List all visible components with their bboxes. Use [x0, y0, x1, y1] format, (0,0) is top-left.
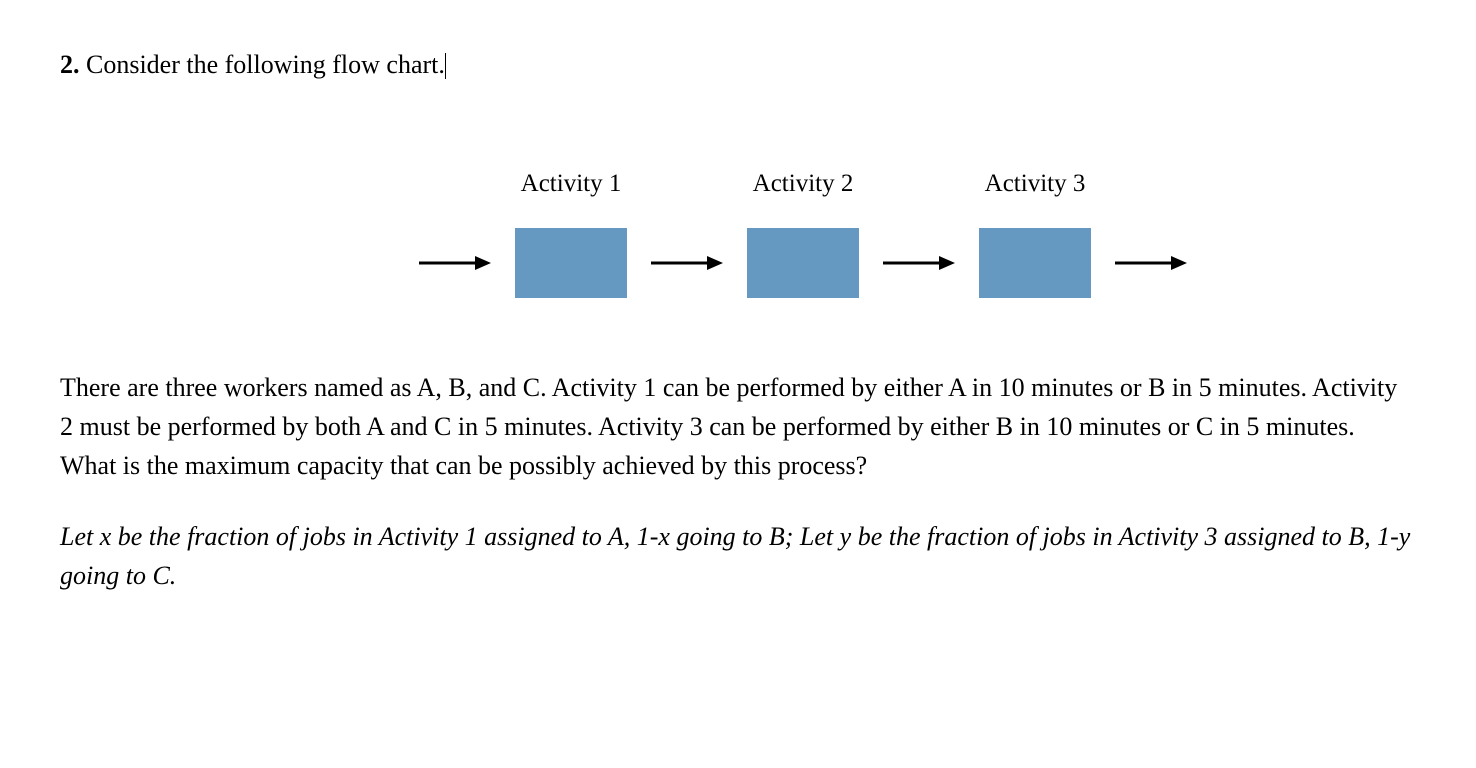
arrow-2-3: [859, 228, 979, 298]
arrow-in: [395, 228, 515, 298]
arrow-icon: [651, 253, 723, 273]
activity-3-group: Activity 3: [979, 170, 1091, 298]
arrow-icon: [883, 253, 955, 273]
activity-1-label: Activity 1: [521, 170, 622, 198]
arrow-out: [1091, 228, 1211, 298]
activity-2-group: Activity 2: [747, 170, 859, 298]
arrow-1-2: [627, 228, 747, 298]
activity-3-box: [979, 228, 1091, 298]
activity-2-box: [747, 228, 859, 298]
question-prompt: Consider the following flow chart.: [86, 50, 445, 79]
body-paragraph: There are three workers named as A, B, a…: [60, 368, 1416, 485]
text-cursor: [445, 53, 446, 79]
flowchart: Activity 1 Activity 2 Activity 3: [60, 170, 1416, 298]
activity-2-label: Activity 2: [753, 170, 854, 198]
arrow-icon: [419, 253, 491, 273]
arrow-icon: [1115, 253, 1187, 273]
activity-1-box: [515, 228, 627, 298]
question-header: 2. Consider the following flow chart.: [60, 50, 1416, 80]
hint-paragraph: Let x be the fraction of jobs in Activit…: [60, 517, 1416, 595]
activity-3-label: Activity 3: [985, 170, 1086, 198]
activity-1-group: Activity 1: [515, 170, 627, 298]
question-number: 2.: [60, 50, 80, 79]
